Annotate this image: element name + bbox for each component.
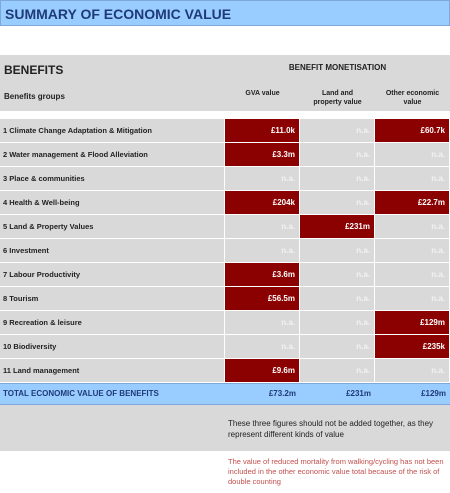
group-heading: BENEFIT MONETISATION	[288, 63, 387, 72]
value-cell: n.a.	[375, 215, 449, 238]
column-header: GVA value	[245, 90, 280, 97]
value-cell: n.a.	[300, 359, 374, 382]
total-label: TOTAL ECONOMIC VALUE OF BENEFITS	[3, 389, 159, 398]
value-cell: n.a.	[375, 167, 449, 190]
value-cell: £22.7m	[375, 191, 449, 214]
value-cell: £3.3m	[225, 143, 299, 166]
column-header: Land and property value	[313, 90, 362, 106]
value-cell: £3.6m	[225, 263, 299, 286]
header-block	[0, 55, 450, 111]
total-cell: £129m	[421, 389, 446, 398]
total-note: These three figures should not be added …	[228, 419, 434, 439]
value-cell: £129m	[375, 311, 449, 334]
row-label: 10 Biodiversity	[0, 335, 224, 358]
value-cell: n.a.	[225, 239, 299, 262]
value-cell: n.a.	[300, 335, 374, 358]
row-label: 11 Land management	[0, 359, 224, 382]
row-label: 7 Labour Productivity	[0, 263, 224, 286]
row-label: 5 Land & Property Values	[0, 215, 224, 238]
total-cell: £231m	[346, 389, 371, 398]
value-cell: £60.7k	[375, 119, 449, 142]
value-cell: £235k	[375, 335, 449, 358]
value-cell: n.a.	[300, 167, 374, 190]
total-row	[0, 383, 450, 405]
sheet-title: SUMMARY OF ECONOMIC VALUE	[0, 0, 450, 26]
value-cell: £11.0k	[225, 119, 299, 142]
value-cell: £231m	[300, 215, 374, 238]
value-cell: n.a.	[300, 287, 374, 310]
value-cell: n.a.	[225, 215, 299, 238]
benefits-heading: BENEFITS	[4, 63, 64, 77]
value-cell: n.a.	[225, 311, 299, 334]
row-label: 2 Water management & Flood Alleviation	[0, 143, 224, 166]
column-header: Other economic value	[385, 90, 440, 106]
value-cell: n.a.	[300, 143, 374, 166]
value-cell: £9.6m	[225, 359, 299, 382]
value-cell: n.a.	[300, 191, 374, 214]
value-cell: n.a.	[300, 119, 374, 142]
value-cell: n.a.	[300, 311, 374, 334]
value-cell: £56.5m	[225, 287, 299, 310]
value-cell: n.a.	[375, 143, 449, 166]
row-label: 6 Investment	[0, 239, 224, 262]
value-cell: n.a.	[375, 359, 449, 382]
total-cell: £73.2m	[268, 389, 296, 398]
value-cell: n.a.	[225, 335, 299, 358]
value-cell: n.a.	[375, 287, 449, 310]
value-cell: £204k	[225, 191, 299, 214]
row-label: 8 Tourism	[0, 287, 224, 310]
row-label: 3 Place & communities	[0, 167, 224, 190]
row-label: 1 Climate Change Adaptation & Mitigation	[0, 119, 224, 142]
mortality-note: The value of reduced mortality from walk…	[228, 457, 444, 486]
row-label: 4 Health & Well-being	[0, 191, 224, 214]
note-block	[0, 405, 450, 451]
value-cell: n.a.	[375, 239, 449, 262]
value-cell: n.a.	[300, 239, 374, 262]
value-cell: n.a.	[300, 263, 374, 286]
groups-label: Benefits groups	[4, 92, 65, 101]
value-cell: n.a.	[225, 167, 299, 190]
row-label: 9 Recreation & leisure	[0, 311, 224, 334]
value-cell: n.a.	[375, 263, 449, 286]
